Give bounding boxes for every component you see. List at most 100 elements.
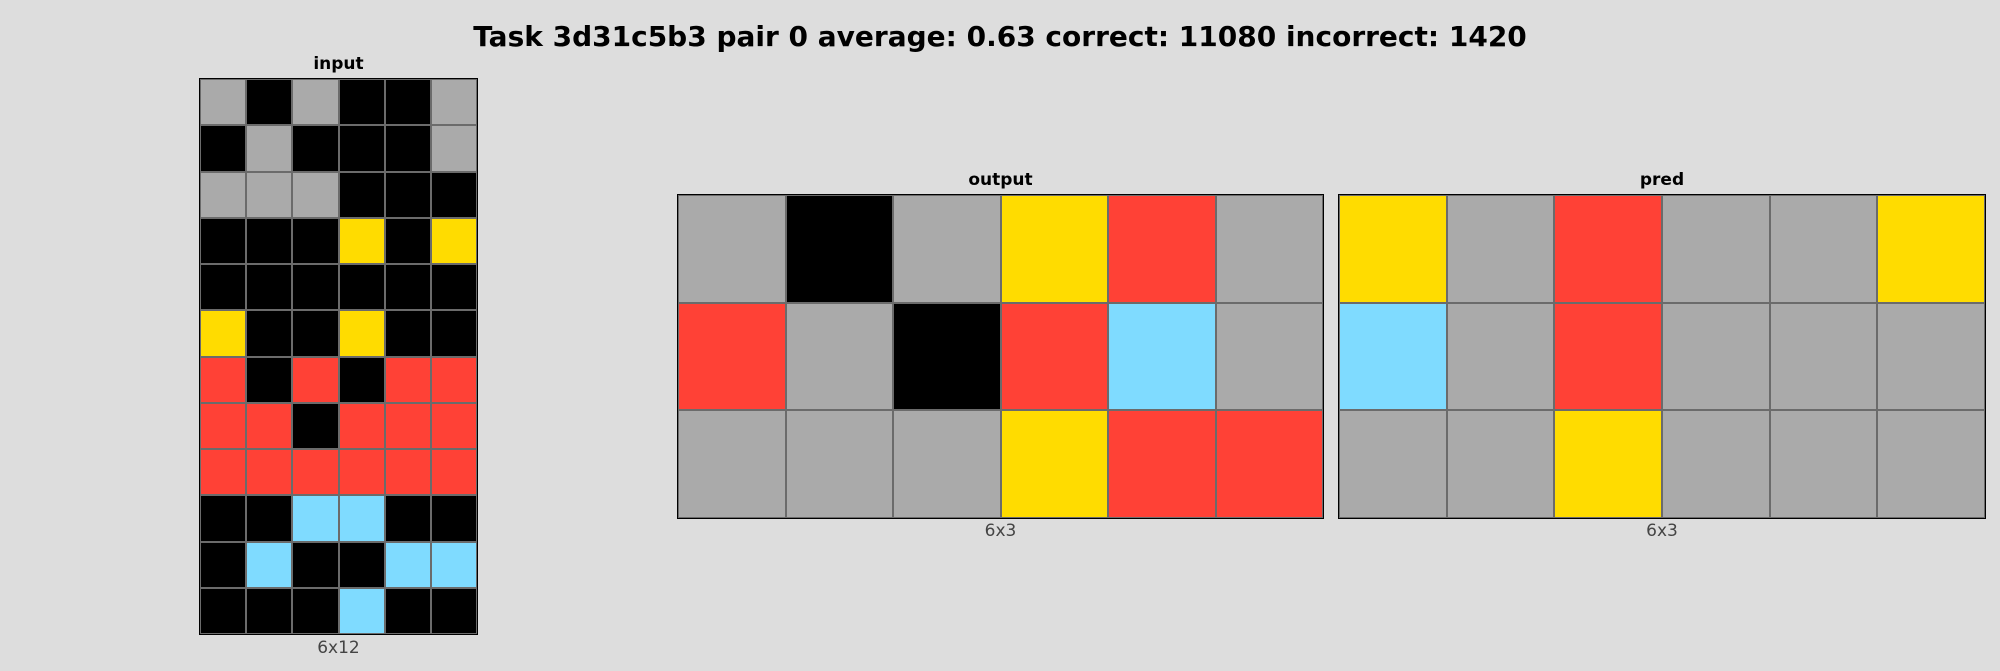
input-dims-label: 6x12 — [317, 638, 360, 658]
input-title: input — [313, 54, 364, 74]
input-cell — [430, 310, 477, 357]
input-cell — [338, 125, 385, 172]
input-cell — [430, 402, 477, 449]
input-cell — [246, 402, 293, 449]
pred-cell — [1339, 195, 1447, 303]
pred-cell — [1339, 410, 1447, 518]
output-dims-label: 6x3 — [984, 521, 1017, 541]
input-cell — [246, 171, 293, 218]
input-cell — [246, 587, 293, 634]
output-cell — [678, 195, 786, 303]
figure-title: Task 3d31c5b3 pair 0 average: 0.63 corre… — [473, 20, 1527, 53]
input-cell — [246, 310, 293, 357]
output-cell — [893, 195, 1001, 303]
input-cell — [246, 79, 293, 126]
pred-cell — [1769, 410, 1878, 518]
input-cell — [384, 125, 431, 172]
input-cell — [338, 264, 385, 311]
output-cell — [1000, 410, 1108, 518]
input-cell — [338, 449, 385, 496]
input-cell — [338, 541, 385, 588]
pred-cell — [1446, 410, 1555, 518]
input-cell — [292, 495, 339, 542]
input-cell — [384, 171, 431, 218]
input-cell — [292, 310, 339, 357]
pred-cell — [1661, 302, 1770, 411]
output-cell — [1215, 195, 1323, 303]
input-cell — [384, 217, 431, 264]
pred-dims-label: 6x3 — [1646, 521, 1678, 541]
output-panel: output 6x3 — [677, 170, 1324, 542]
input-cell — [246, 495, 293, 542]
input-cell — [430, 449, 477, 496]
output-cell — [1108, 302, 1216, 411]
pred-cell — [1554, 195, 1662, 303]
output-cell — [1000, 195, 1108, 303]
input-cell — [430, 356, 477, 403]
pred-title: pred — [1639, 170, 1685, 190]
input-panel: input 6x12 — [199, 54, 478, 664]
input-cell — [246, 356, 293, 403]
input-cell — [200, 264, 247, 311]
input-cell — [430, 264, 477, 311]
pred-cell — [1446, 302, 1555, 411]
input-cell — [384, 264, 431, 311]
output-cell — [785, 410, 893, 518]
input-grid — [199, 78, 478, 635]
input-cell — [430, 217, 477, 264]
output-cell — [1000, 302, 1108, 411]
input-cell — [200, 449, 247, 496]
pred-cell — [1769, 302, 1878, 411]
input-cell — [430, 587, 477, 634]
input-cell — [338, 217, 385, 264]
pred-cell — [1877, 302, 1985, 411]
input-cell — [430, 171, 477, 218]
input-cell — [384, 79, 431, 126]
input-cell — [384, 495, 431, 542]
input-cell — [430, 541, 477, 588]
input-cell — [338, 310, 385, 357]
input-cell — [292, 125, 339, 172]
output-cell — [678, 302, 786, 411]
input-cell — [338, 356, 385, 403]
input-cell — [430, 79, 477, 126]
input-cell — [292, 264, 339, 311]
input-cell — [246, 541, 293, 588]
input-cell — [338, 495, 385, 542]
input-cell — [246, 217, 293, 264]
output-cell — [785, 195, 893, 303]
pred-cell — [1661, 195, 1770, 303]
pred-cell — [1554, 302, 1662, 411]
output-cell — [678, 410, 786, 518]
input-cell — [338, 402, 385, 449]
pred-panel: pred 6x3 — [1338, 170, 1986, 542]
input-cell — [246, 125, 293, 172]
input-cell — [200, 402, 247, 449]
input-cell — [200, 125, 247, 172]
output-cell — [893, 410, 1001, 518]
pred-cell — [1661, 410, 1770, 518]
input-cell — [292, 217, 339, 264]
input-cell — [200, 356, 247, 403]
pred-cell — [1554, 410, 1662, 518]
input-cell — [200, 171, 247, 218]
input-cell — [338, 171, 385, 218]
pred-grid — [1338, 194, 1986, 519]
input-cell — [200, 310, 247, 357]
input-cell — [338, 79, 385, 126]
output-cell — [1108, 410, 1216, 518]
pred-cell — [1877, 410, 1985, 518]
input-cell — [384, 587, 431, 634]
input-cell — [384, 310, 431, 357]
input-cell — [292, 79, 339, 126]
input-cell — [200, 587, 247, 634]
input-cell — [384, 449, 431, 496]
output-cell — [785, 302, 893, 411]
pred-cell — [1769, 195, 1878, 303]
input-cell — [384, 541, 431, 588]
input-cell — [292, 171, 339, 218]
pred-cell — [1446, 195, 1555, 303]
output-cell — [1215, 302, 1323, 411]
input-cell — [292, 402, 339, 449]
input-cell — [292, 587, 339, 634]
